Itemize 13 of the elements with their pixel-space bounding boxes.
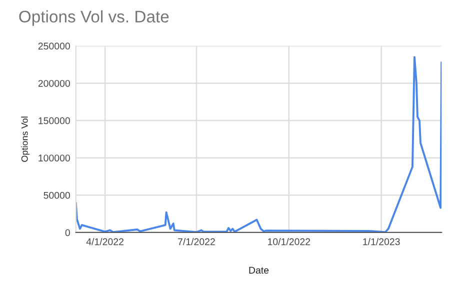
x-tick-label: 7/1/2022 <box>178 238 215 246</box>
y-axis-title: Options Vol <box>21 116 30 162</box>
y-tick-label: 250000 <box>38 42 70 50</box>
y-tick-label: 50000 <box>44 192 70 199</box>
y-tick-label: 0 <box>65 229 70 236</box>
chart-title: Options Vol vs. Date <box>19 10 169 26</box>
x-tick-label: 10/1/2022 <box>268 238 310 246</box>
x-tick-label: 4/1/2022 <box>86 238 124 246</box>
x-axis-title: Date <box>249 266 269 274</box>
x-tick-label: 1/1/2023 <box>363 238 400 246</box>
y-tick-label: 200000 <box>38 80 70 87</box>
y-tick-label: 100000 <box>38 154 70 162</box>
y-tick-label: 150000 <box>38 117 70 124</box>
